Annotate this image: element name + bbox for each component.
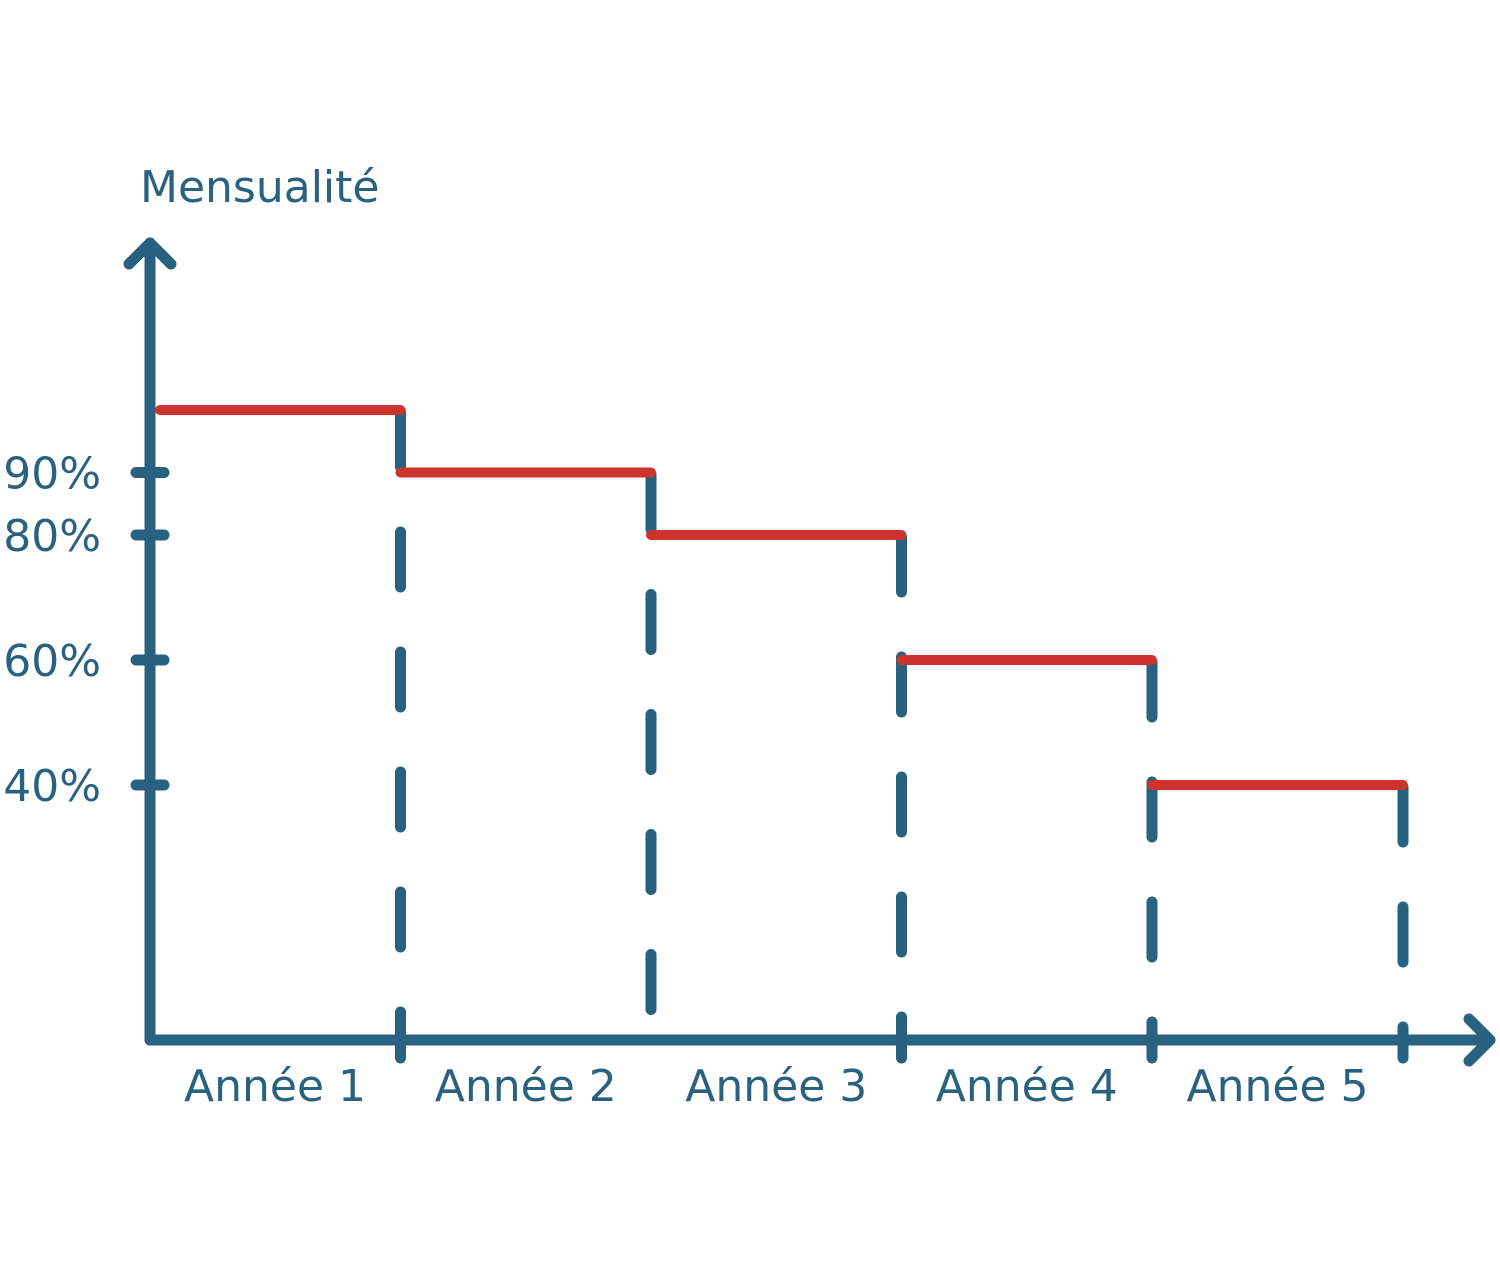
x-axis-arrowhead	[1463, 1013, 1496, 1067]
axes	[123, 237, 1496, 1067]
labels: Mensualité 90% 80% 60% 40% Année 1 Année 2 Ann…	[3, 162, 1368, 1112]
y-tick-label: 90%	[3, 449, 101, 500]
y-tick-label: 40%	[3, 761, 101, 812]
y-ticks	[130, 467, 170, 791]
x-category-label: Année 5	[1187, 1061, 1369, 1112]
monthly-payment-steps	[155, 405, 1408, 790]
y-axis-title: Mensualité	[140, 162, 379, 213]
y-tick-label: 80%	[3, 511, 101, 562]
x-category-label: Année 1	[184, 1061, 366, 1112]
year-dividers	[395, 406, 1409, 1064]
x-category-label: Année 3	[685, 1061, 867, 1112]
x-category-label: Année 2	[435, 1061, 617, 1112]
y-axis-arrowhead	[123, 237, 177, 270]
x-category-label: Année 4	[936, 1061, 1118, 1112]
y-tick-label: 60%	[3, 636, 101, 687]
